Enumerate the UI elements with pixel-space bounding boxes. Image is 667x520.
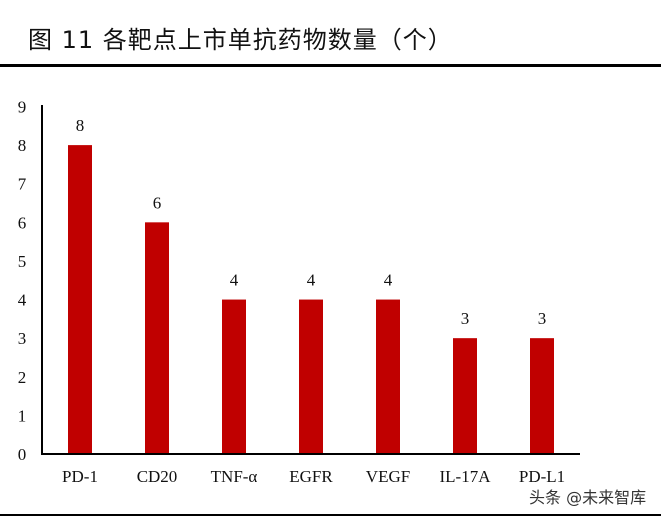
y-tick-label: 9 <box>18 98 27 117</box>
data-label: 4 <box>230 271 239 290</box>
y-axis-ticks: 0 1 2 3 4 5 6 7 8 9 <box>18 98 27 465</box>
y-tick-label: 6 <box>18 213 27 232</box>
bottom-divider <box>0 514 661 516</box>
x-tick-label: TNF-α <box>211 467 258 486</box>
figure-title: 图 11 各靶点上市单抗药物数量（个） <box>28 26 453 54</box>
bar-cd20 <box>145 222 169 454</box>
x-tick-label: PD-L1 <box>519 467 565 486</box>
x-tick-label: CD20 <box>137 467 178 486</box>
data-label: 3 <box>538 309 547 328</box>
data-labels: 8 6 4 4 4 3 3 <box>76 116 547 328</box>
bars <box>68 145 554 454</box>
data-label: 3 <box>461 309 470 328</box>
data-label: 8 <box>76 116 85 135</box>
data-label: 4 <box>307 271 316 290</box>
y-tick-label: 8 <box>18 136 27 155</box>
data-label: 4 <box>384 271 393 290</box>
bar-il-17a <box>453 338 477 454</box>
bar-tnf- <box>222 299 246 454</box>
y-tick-label: 0 <box>18 445 27 464</box>
x-tick-label: VEGF <box>366 467 410 486</box>
bar-egfr <box>299 299 323 454</box>
bar-vegf <box>376 299 400 454</box>
y-tick-label: 2 <box>18 368 27 387</box>
data-label: 6 <box>153 193 162 212</box>
x-tick-label: EGFR <box>289 467 333 486</box>
x-tick-label: PD-1 <box>62 467 98 486</box>
top-divider <box>0 64 661 67</box>
x-axis-ticks: PD-1 CD20 TNF-α EGFR VEGF IL-17A PD-L1 <box>62 467 565 486</box>
y-tick-label: 5 <box>18 252 27 271</box>
y-tick-label: 7 <box>18 175 27 194</box>
y-tick-label: 3 <box>18 329 27 348</box>
x-tick-label: IL-17A <box>440 467 492 486</box>
bar-pd-1 <box>68 145 92 454</box>
y-tick-label: 1 <box>18 406 27 425</box>
y-tick-label: 4 <box>18 291 27 310</box>
bar-pd-l1 <box>530 338 554 454</box>
watermark: 头条 @未来智库 <box>529 488 647 507</box>
